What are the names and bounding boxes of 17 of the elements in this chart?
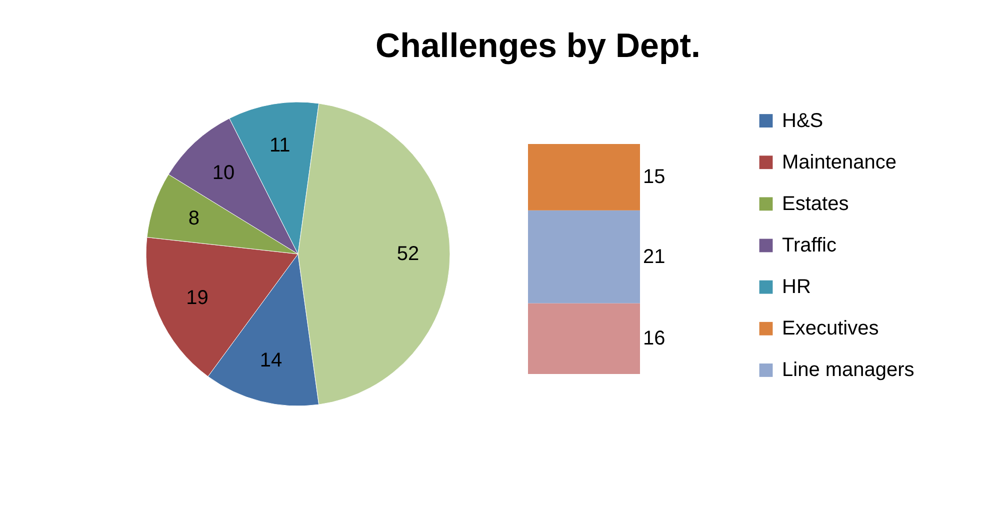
data-label: 21 [643, 246, 666, 268]
data-label: 52 [396, 243, 420, 265]
data-label: 14 [260, 350, 282, 372]
legend-label: Traffic [782, 234, 836, 256]
legend-label: Line managers [782, 359, 914, 382]
data-label: 8 [188, 207, 200, 230]
data-label: 19 [186, 287, 208, 310]
data-label: 16 [643, 328, 666, 350]
legend-label: Estates [782, 192, 849, 215]
chart-title: Challenges by Dept. [376, 27, 700, 65]
legend-label: HR [782, 276, 811, 298]
legend-label: H&S [782, 110, 824, 132]
data-label: 10 [212, 162, 235, 184]
legend-label: Executives [782, 318, 879, 340]
legend-label: Maintenance [782, 151, 897, 174]
data-label: 15 [643, 166, 666, 188]
data-label: 11 [270, 134, 290, 156]
